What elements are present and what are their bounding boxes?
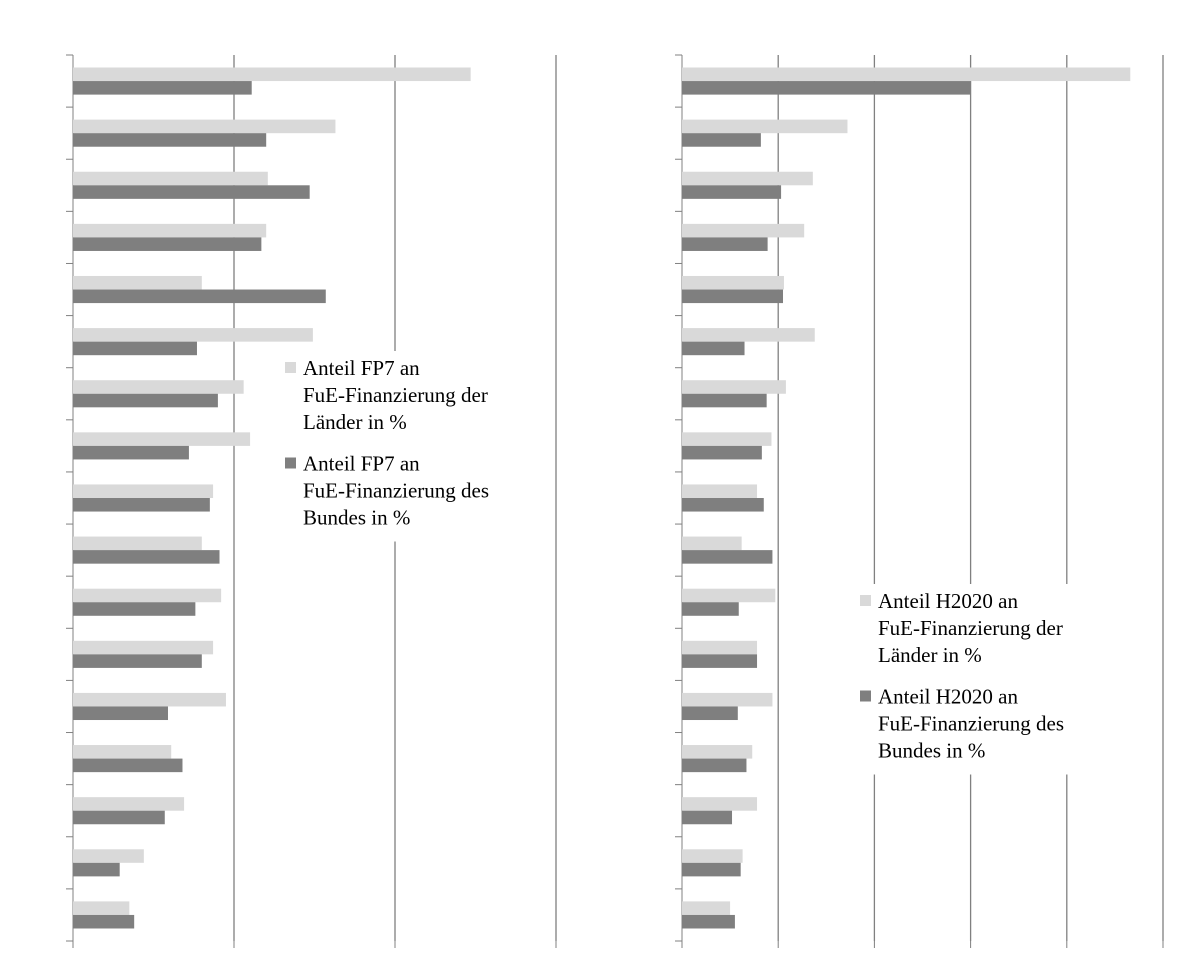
bar-laender-sh bbox=[73, 797, 185, 811]
bar-bund-rp bbox=[73, 289, 326, 304]
bar-laender-st bbox=[73, 901, 130, 915]
legend-entry-line: FuE-Finanzierung der bbox=[303, 383, 488, 407]
bar-bund-hb bbox=[682, 133, 761, 147]
bar-bund-nw bbox=[682, 445, 762, 460]
bar-bund-sn bbox=[682, 237, 768, 251]
bar-laender-bb bbox=[73, 692, 226, 707]
bar-laender-nw bbox=[682, 432, 772, 446]
legend-entry: Anteil H2020 an FuE-Finanzierung des Bunde… bbox=[878, 685, 1064, 763]
bar-bund-th bbox=[682, 862, 741, 877]
bar-laender-mv bbox=[73, 849, 144, 863]
legend-background bbox=[852, 584, 1122, 775]
bar-bund-sl bbox=[73, 185, 310, 199]
legend-entry-line: FuE-Finanzierung der bbox=[878, 616, 1063, 640]
bar-bund-sn bbox=[73, 602, 196, 616]
bar-bund-be bbox=[682, 341, 745, 356]
bar-bund-hh bbox=[682, 602, 739, 616]
bar-laender-th bbox=[73, 745, 172, 759]
bar-bund-mv bbox=[682, 81, 971, 95]
bar-bund-sl bbox=[682, 498, 764, 512]
bar-bund-sh bbox=[73, 810, 165, 825]
bar-bund-mv bbox=[73, 862, 120, 877]
bar-laender-nw bbox=[73, 640, 214, 655]
bar-bund-de bbox=[73, 393, 218, 408]
bar-laender-hh bbox=[73, 432, 251, 446]
bar-laender-de bbox=[682, 380, 786, 394]
bar-bund-ni bbox=[73, 498, 210, 512]
bar-bund-by bbox=[73, 237, 262, 251]
bar-laender-sl bbox=[73, 171, 268, 186]
legend-swatch bbox=[285, 457, 296, 469]
legend-entry-line: Bundes in % bbox=[303, 506, 410, 530]
bar-laender-th bbox=[682, 849, 743, 863]
legend-entry-line: Anteil H2020 an bbox=[878, 589, 1018, 613]
bar-bund-rp bbox=[682, 550, 773, 564]
bar-bund-by bbox=[682, 289, 784, 304]
bar-laender-be bbox=[73, 328, 313, 342]
bar-laender-de bbox=[73, 380, 244, 394]
legend-entry-line: Bundes in % bbox=[878, 739, 985, 763]
bar-bund-hb bbox=[73, 81, 252, 95]
bar-laender-bw bbox=[682, 171, 813, 186]
legend-entry: Anteil FP7 an FuE-Finanzierung des Bundes … bbox=[303, 452, 489, 530]
legend-entry-line: Anteil FP7 an bbox=[303, 356, 420, 380]
bar-bund-ni bbox=[682, 758, 747, 773]
legend-entry-line: FuE-Finanzierung des bbox=[878, 712, 1064, 736]
legend-swatch bbox=[285, 362, 296, 373]
legend-background bbox=[277, 351, 512, 542]
bar-laender-by bbox=[73, 223, 267, 238]
bar-laender-hb bbox=[73, 67, 471, 82]
bar-laender-bb bbox=[682, 692, 773, 707]
legend-entry: Anteil FP7 an FuE-Finanzierung der Länder … bbox=[303, 356, 488, 434]
bar-bund-hh bbox=[73, 445, 189, 460]
bar-bund-bb bbox=[73, 706, 168, 721]
bar-laender-he bbox=[73, 536, 202, 551]
bar-laender-st bbox=[682, 901, 731, 915]
bar-laender-by bbox=[682, 275, 784, 290]
bar-bund-be bbox=[73, 341, 197, 356]
bar-bund-st bbox=[73, 914, 135, 929]
legend-entry-line: Anteil FP7 an bbox=[303, 452, 420, 476]
legend-swatch bbox=[860, 690, 871, 702]
bar-laender-sn bbox=[682, 223, 805, 238]
bar-laender-hh bbox=[682, 588, 776, 603]
bar-laender-mv bbox=[682, 67, 1131, 82]
bar-bund-he bbox=[682, 654, 758, 668]
legend-entry-line: Länder in % bbox=[878, 643, 982, 667]
bar-laender-he bbox=[682, 640, 758, 655]
legend-entry-line: FuE-Finanzierung des bbox=[303, 479, 489, 503]
bar-bund-st bbox=[682, 914, 735, 929]
legend-entry-line: Länder in % bbox=[303, 410, 407, 434]
bar-bund-de bbox=[682, 393, 767, 408]
bar-bund-nw bbox=[73, 654, 202, 668]
bar-bund-he bbox=[73, 550, 220, 564]
legend-entry-line: Anteil H2020 an bbox=[878, 685, 1018, 709]
bar-laender-sl bbox=[682, 484, 758, 498]
bar-laender-be bbox=[682, 328, 815, 342]
bar-laender-rp bbox=[73, 275, 202, 290]
bar-laender-rp bbox=[682, 536, 742, 551]
bar-laender-bw bbox=[73, 119, 336, 134]
bar-laender-ni bbox=[682, 745, 753, 759]
bar-bund-th bbox=[73, 758, 183, 773]
bar-laender-hb bbox=[682, 119, 848, 134]
bar-laender-sn bbox=[73, 588, 222, 603]
bar-laender-ni bbox=[73, 484, 214, 498]
bar-bund-bw bbox=[73, 133, 267, 147]
bar-bund-sh bbox=[682, 810, 733, 825]
bar-bund-bw bbox=[682, 185, 782, 199]
legend-swatch bbox=[860, 595, 871, 606]
legend-entry: Anteil H2020 an FuE-Finanzierung der Lände… bbox=[878, 589, 1063, 667]
bar-laender-sh bbox=[682, 797, 758, 811]
bar-bund-bb bbox=[682, 706, 738, 721]
